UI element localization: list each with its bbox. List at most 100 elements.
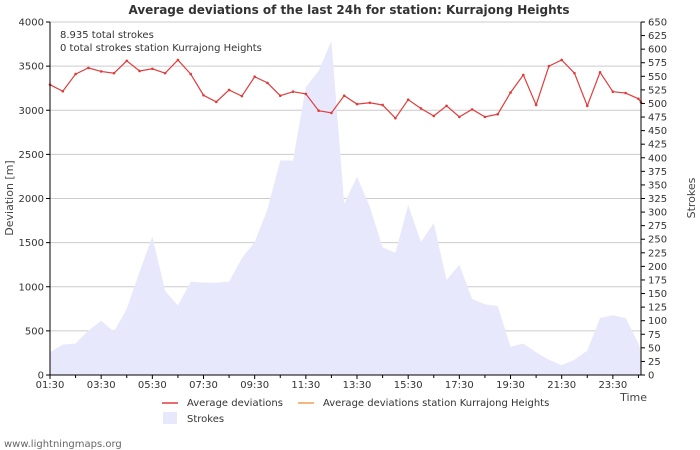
deviation-point: [573, 71, 576, 75]
deviation-point: [317, 109, 320, 112]
y-axis-right-label: Strokes: [685, 177, 698, 218]
legend-label-strokes: Strokes: [187, 414, 224, 425]
x-tick-0130: 01:30: [36, 380, 65, 391]
credit-text: www.lightningmaps.org: [4, 439, 122, 450]
deviation-point: [214, 100, 218, 104]
y-tick-left-2500: 2500: [19, 150, 44, 161]
y-tick-right-425: 425: [648, 140, 667, 151]
y-tick-right-150: 150: [648, 289, 667, 300]
deviation-point: [585, 104, 589, 108]
deviation-point: [611, 90, 615, 94]
chart-title: Average deviations of the last 24h for s…: [128, 3, 569, 17]
y-tick-right-300: 300: [648, 208, 667, 219]
deviation-point: [509, 91, 512, 94]
x-tick-0730: 07:30: [189, 380, 218, 391]
deviation-point: [419, 107, 423, 110]
deviation-point: [432, 114, 436, 118]
deviation-point: [470, 108, 474, 111]
y-tick-right-250: 250: [648, 235, 667, 246]
y-tick-right-50: 50: [648, 343, 661, 354]
deviation-point: [534, 103, 538, 107]
y-tick-right-200: 200: [648, 262, 667, 273]
deviation-point: [394, 116, 397, 120]
x-tick-0930: 09:30: [240, 380, 269, 391]
deviation-point: [291, 90, 295, 94]
deviation-point: [458, 115, 461, 119]
deviation-point: [381, 103, 384, 107]
y-tick-right-525: 525: [648, 85, 667, 96]
y-tick-right-550: 550: [648, 72, 667, 83]
x-tick-1130: 11:30: [291, 380, 320, 391]
y-tick-right-500: 500: [648, 99, 667, 110]
deviation-point: [138, 69, 141, 73]
deviation-point: [61, 89, 65, 93]
deviation-point: [253, 75, 256, 79]
y-tick-left-3500: 3500: [19, 62, 44, 73]
deviation-point: [522, 73, 525, 77]
deviation-point: [202, 93, 205, 97]
y-tick-right-175: 175: [648, 275, 667, 286]
y-tick-left-2000: 2000: [19, 194, 44, 205]
legend-swatch-strokes: [163, 412, 177, 424]
deviation-line: [49, 59, 642, 120]
deviation-point: [266, 81, 269, 85]
y-tick-left-500: 500: [25, 326, 44, 337]
deviation-point: [547, 64, 551, 68]
y-tick-left-0: 0: [38, 371, 44, 382]
x-axis-label: Time: [619, 391, 647, 404]
y-tick-right-25: 25: [648, 357, 661, 368]
legend-label-average-deviations: Average deviations: [187, 398, 283, 409]
x-tick-0330: 03:30: [87, 380, 116, 391]
x-tick-1330: 13:30: [343, 380, 372, 391]
y-tick-left-3000: 3000: [19, 106, 44, 117]
legend: Average deviations Average deviations st…: [162, 398, 549, 425]
total-strokes-info: 8.935 total strokes: [60, 30, 154, 41]
deviation-point: [483, 115, 487, 119]
x-tick-2130: 21:30: [547, 380, 576, 391]
deviation-point: [355, 102, 359, 106]
y-tick-right-625: 625: [648, 31, 667, 42]
deviation-point: [624, 91, 627, 95]
y-tick-right-575: 575: [648, 58, 667, 69]
deviation-point: [406, 98, 410, 101]
deviation-point: [176, 58, 180, 62]
axes: [46, 21, 645, 379]
deviation-point: [598, 71, 602, 74]
y-tick-right-125: 125: [648, 303, 667, 314]
deviation-point: [304, 92, 308, 96]
deviation-point: [227, 88, 231, 92]
x-tick-1930: 19:30: [496, 380, 525, 391]
y-tick-right-275: 275: [648, 221, 667, 232]
deviation-point: [125, 59, 129, 63]
strokes-area: [50, 41, 641, 375]
deviation-point: [496, 112, 500, 116]
deviation-point: [637, 97, 640, 101]
x-tick-2330: 23:30: [598, 380, 627, 391]
y-tick-right-350: 350: [648, 180, 667, 191]
y-tick-right-400: 400: [648, 153, 667, 164]
deviation-point: [74, 72, 77, 76]
deviation-point: [240, 94, 244, 98]
tick-labels: 0 500 1000 1500 2000 2500 3000 3500 4000 0 25 50 75 1…: [19, 18, 668, 392]
y-axis-left-label: Deviation [m]: [3, 160, 16, 235]
y-tick-left-4000: 4000: [19, 18, 44, 29]
y-tick-right-450: 450: [648, 126, 667, 137]
deviation-point: [99, 70, 103, 73]
y-tick-left-1500: 1500: [19, 238, 44, 249]
deviation-point: [560, 58, 563, 62]
deviation-line-layer: [48, 58, 643, 120]
y-tick-right-325: 325: [648, 194, 667, 205]
deviation-point: [278, 94, 282, 97]
x-tick-0530: 05:30: [138, 380, 167, 391]
deviation-point: [87, 66, 90, 70]
deviation-point: [112, 71, 116, 75]
y-tick-right-600: 600: [648, 45, 667, 56]
y-tick-right-375: 375: [648, 167, 667, 178]
y-tick-right-475: 475: [648, 113, 667, 124]
x-tick-1530: 15:30: [394, 380, 423, 391]
deviation-point: [151, 67, 154, 71]
deviation-point: [189, 72, 193, 76]
station-strokes-info: 0 total strokes station Kurrajong Height…: [60, 43, 262, 54]
